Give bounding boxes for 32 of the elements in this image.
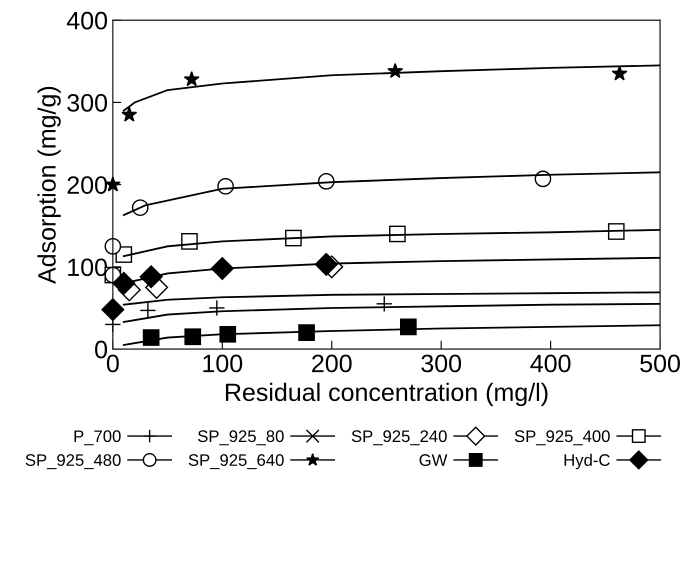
- point: [104, 238, 122, 255]
- y-axis-title: Adsorption (mg/g): [37, 86, 61, 284]
- x-tick-label: 100: [203, 354, 242, 372]
- legend-label: SP_925_400: [514, 430, 610, 446]
- legend-label: SP_925_480: [26, 454, 121, 470]
- point: [208, 300, 226, 316]
- legend-label: SP_925_240: [352, 430, 447, 446]
- point: [376, 296, 393, 312]
- legend-label: SP_925_80: [198, 430, 284, 446]
- y-tick-label: 100: [68, 258, 108, 276]
- y-tick-label: 200: [68, 176, 108, 194]
- x-tick-label: 500: [640, 354, 680, 372]
- point: [121, 106, 138, 122]
- y-tick-label: 400: [66, 12, 108, 30]
- point: [612, 65, 628, 81]
- point: [142, 329, 160, 346]
- y-tick-label: 300: [67, 94, 108, 112]
- x-tick-label: 300: [421, 354, 462, 372]
- point: [184, 71, 200, 86]
- x-tick-label: 0: [106, 354, 119, 372]
- x-tick-label: 200: [312, 354, 352, 372]
- y-tick-label: 0: [95, 340, 108, 358]
- point: [112, 272, 136, 295]
- legend-label: SP_925_640: [188, 454, 284, 470]
- x-axis-title: Residual concentration (mg/l): [226, 382, 548, 406]
- point: [298, 324, 315, 341]
- point: [101, 298, 124, 322]
- legend-label: P_700: [74, 430, 121, 446]
- legend-label: Hyd-C: [564, 454, 610, 470]
- legend-label: GW: [420, 454, 448, 466]
- point: [140, 302, 156, 319]
- x-tick-label: 400: [530, 354, 570, 372]
